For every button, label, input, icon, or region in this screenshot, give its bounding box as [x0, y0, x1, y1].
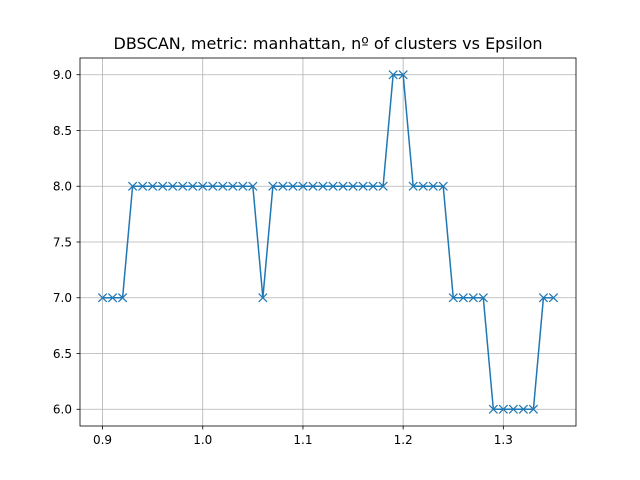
data-point — [148, 181, 158, 191]
y-tick-label: 7.0 — [53, 291, 72, 305]
data-point — [468, 293, 478, 303]
data-point — [448, 293, 458, 303]
y-tick-label: 9.0 — [53, 68, 72, 82]
series — [97, 70, 559, 414]
y-tick-label: 6.5 — [53, 347, 72, 361]
data-point — [208, 181, 218, 191]
data-point — [238, 181, 248, 191]
data-point — [378, 181, 388, 191]
data-point — [408, 181, 418, 191]
data-point — [548, 293, 559, 303]
data-point — [188, 181, 198, 191]
data-point — [438, 181, 448, 191]
data-point — [498, 404, 508, 414]
data-point — [428, 181, 438, 191]
y-tick-label: 7.5 — [53, 235, 72, 249]
data-point — [268, 181, 278, 191]
x-tick-label: 0.9 — [93, 433, 112, 447]
data-point — [198, 181, 208, 191]
x-tick-label: 1.0 — [193, 433, 212, 447]
data-point — [278, 181, 288, 191]
data-point — [518, 404, 529, 414]
data-point — [308, 181, 318, 191]
data-point — [398, 70, 408, 80]
data-point — [248, 181, 258, 191]
data-point — [528, 404, 539, 414]
y-tick-label: 8.5 — [53, 124, 72, 138]
data-point — [178, 181, 188, 191]
data-point — [107, 293, 118, 303]
data-point — [117, 293, 128, 303]
chart-title: DBSCAN, metric: manhattan, nº of cluster… — [114, 34, 543, 53]
data-point — [488, 404, 498, 414]
data-point — [368, 181, 378, 191]
axes: 0.9 1.0 1.1 1.2 1.3 6.0 6.5 7.0 7.5 8.0 8.5 9.0 — [53, 57, 577, 447]
grid — [80, 58, 576, 426]
data-point — [127, 181, 138, 191]
data-point — [348, 181, 358, 191]
data-point — [97, 293, 108, 303]
series-line — [102, 73, 554, 411]
data-point — [508, 404, 518, 414]
data-point — [288, 181, 298, 191]
data-point — [478, 293, 488, 303]
data-point — [318, 181, 328, 191]
data-point — [158, 181, 168, 191]
data-point — [168, 181, 178, 191]
data-point — [138, 181, 148, 191]
data-point — [228, 181, 238, 191]
y-tick-label: 8.0 — [53, 180, 72, 194]
x-tick-label: 1.2 — [394, 433, 413, 447]
y-tick-label: 6.0 — [53, 403, 72, 417]
data-point — [418, 181, 428, 191]
data-point — [258, 293, 268, 303]
data-point — [338, 181, 348, 191]
data-point — [328, 181, 338, 191]
x-tick-label: 1.3 — [494, 433, 513, 447]
data-point — [218, 181, 228, 191]
data-point — [458, 293, 468, 303]
data-point — [358, 181, 368, 191]
data-point — [298, 181, 308, 191]
data-point — [388, 70, 398, 80]
x-tick-label: 1.1 — [293, 433, 312, 447]
data-point — [538, 293, 549, 303]
